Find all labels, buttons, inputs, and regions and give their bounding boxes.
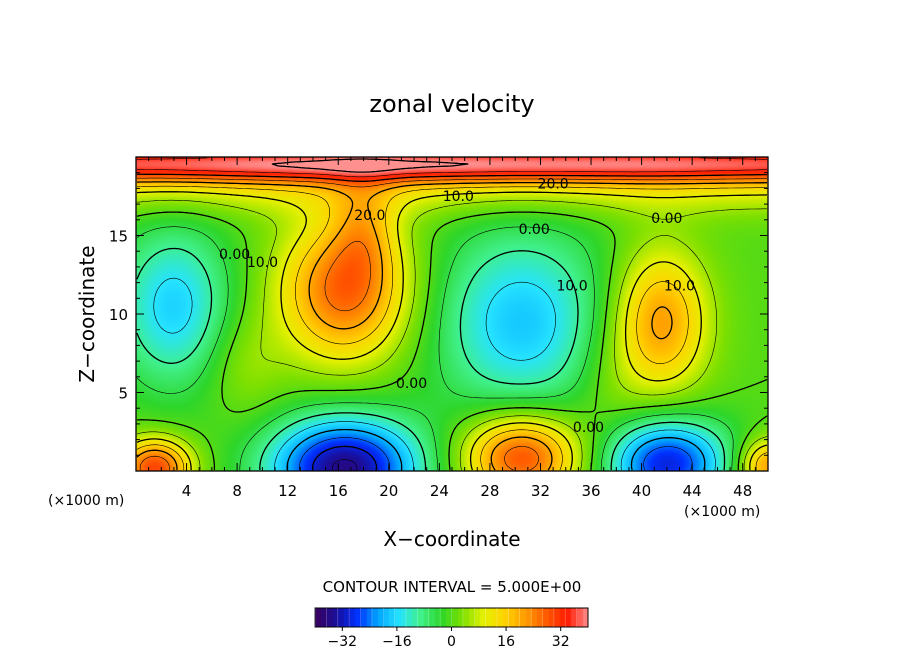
colorbar: −32 −16 0 16 32	[314, 607, 589, 650]
contour-label: 10.0	[247, 255, 278, 271]
contour-label: 20.0	[354, 208, 385, 224]
contour-line	[286, 428, 706, 471]
x-tick-label: 8	[232, 482, 242, 500]
contour-lines	[136, 157, 768, 471]
x-unit-label-right: (×1000 m)	[684, 504, 760, 520]
colorbar-ticks: −32 −16 0 16 32	[314, 608, 577, 650]
y-axis-label: Z−coordinate	[75, 245, 99, 382]
contour-line	[136, 199, 768, 471]
y-tick-label: 5	[118, 385, 128, 403]
x-tick-label: 28	[480, 482, 499, 500]
colorbar-tick-label: −16	[382, 634, 412, 650]
colorbar-tick-label: 16	[497, 634, 515, 650]
x-tick-label: 16	[329, 482, 348, 500]
y-tick-label: 15	[109, 228, 128, 246]
contour-label: 10.0	[443, 189, 474, 205]
x-axis-label: X−coordinate	[383, 527, 520, 551]
contour-label: 10.0	[556, 278, 587, 294]
contour-label: 0.00	[219, 247, 250, 263]
contour-line	[136, 211, 768, 471]
contour-line	[136, 181, 767, 471]
contour-interval-text: CONTOUR INTERVAL = 5.000E+00	[323, 578, 582, 596]
chart-title: zonal velocity	[369, 90, 534, 118]
x-tick-label: 12	[278, 482, 297, 500]
contour-label: 0.00	[519, 222, 550, 238]
x-tick-label: 24	[430, 482, 449, 500]
x-unit-label-left: (×1000 m)	[48, 493, 124, 509]
contour-line	[137, 173, 767, 182]
contour-line	[137, 177, 767, 471]
colorbar-tick-label: 0	[447, 634, 456, 650]
contour-line	[137, 157, 767, 178]
x-tick-label: 4	[182, 482, 192, 500]
contour-line	[271, 158, 469, 173]
y-tick-label: 10	[109, 306, 128, 324]
contour-label: 20.0	[538, 176, 569, 192]
contour-line	[153, 277, 716, 471]
x-tick-label: 44	[683, 482, 702, 500]
contour-line	[311, 445, 378, 471]
contour-label: 0.00	[396, 376, 427, 392]
x-tick-label: 48	[733, 482, 752, 500]
contour-label: 10.0	[664, 278, 695, 294]
x-tick-label: 20	[379, 482, 398, 500]
colorbar-tick-label: −32	[328, 634, 358, 650]
contour-line	[136, 226, 734, 471]
contour-line	[136, 191, 768, 471]
contour-line	[136, 185, 768, 471]
colorbar-tick-label: 32	[552, 634, 570, 650]
contour-line	[136, 247, 726, 471]
contour-label: 0.00	[651, 211, 682, 227]
x-tick-label: 32	[531, 482, 550, 500]
colorbar-gradient	[315, 608, 588, 627]
contour-label: 0.00	[573, 420, 604, 436]
velocity-heatmap	[136, 157, 768, 471]
x-tick-label: 36	[581, 482, 600, 500]
contour-line	[332, 459, 358, 471]
x-tick-label: 40	[632, 482, 651, 500]
